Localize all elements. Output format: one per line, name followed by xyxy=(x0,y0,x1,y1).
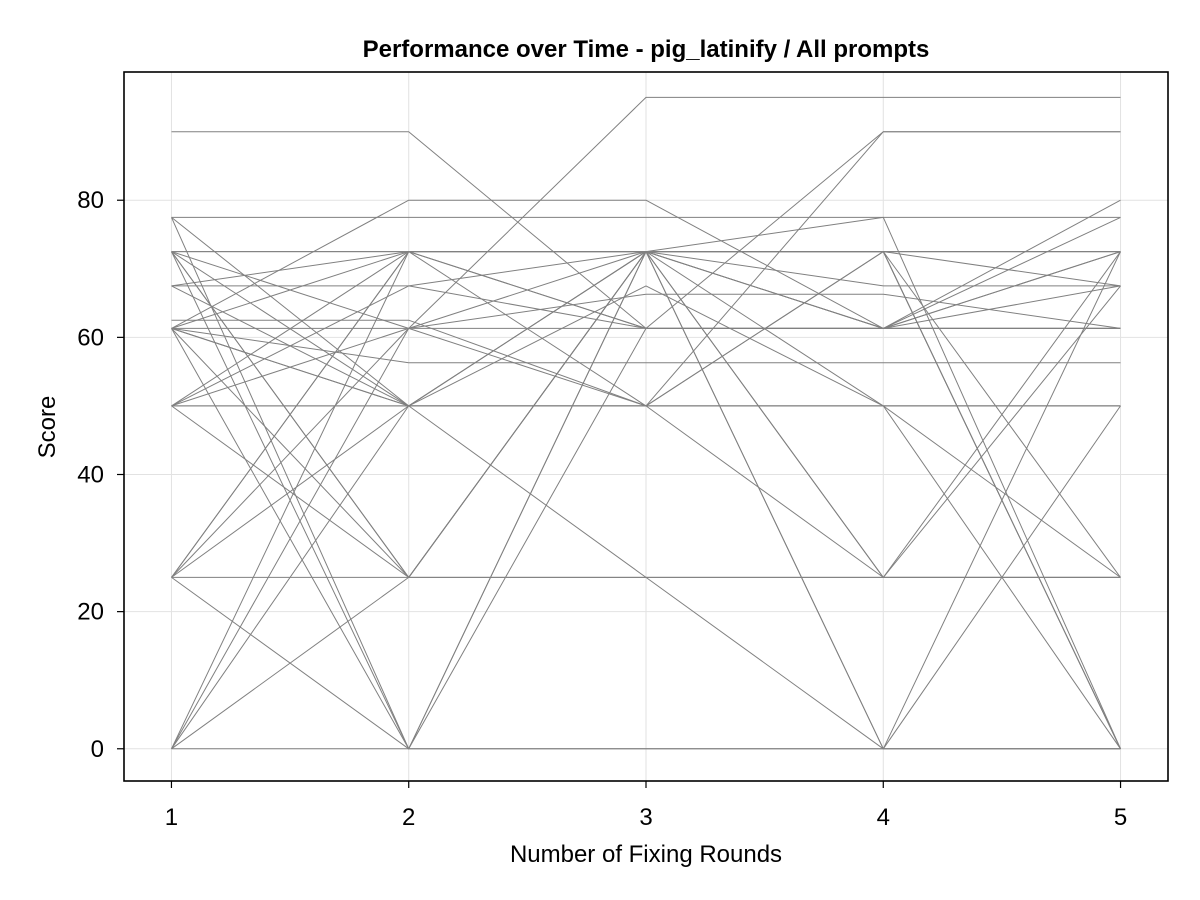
chart-title: Performance over Time - pig_latinify / A… xyxy=(363,36,930,63)
y-tick-label: 60 xyxy=(77,324,104,351)
x-tick-label: 2 xyxy=(402,804,415,831)
series-line-38 xyxy=(171,285,1121,750)
series-line-40 xyxy=(171,251,1121,578)
series-line-26 xyxy=(171,293,1121,578)
x-tick-label: 3 xyxy=(639,804,652,831)
series-line-20 xyxy=(171,251,1121,407)
grid-lines xyxy=(124,72,1168,781)
series-line-17 xyxy=(171,327,1121,364)
x-tick-label: 1 xyxy=(165,804,178,831)
series-lines xyxy=(171,96,1121,750)
y-tick-label: 40 xyxy=(77,461,104,488)
axis-ticks: 1 2 3 4 5 0 20 40 60 80 xyxy=(77,187,1127,831)
x-tick-label: 5 xyxy=(1114,804,1127,831)
x-axis-label: Number of Fixing Rounds xyxy=(510,841,782,868)
y-tick-label: 20 xyxy=(77,599,104,626)
y-tick-label: 80 xyxy=(77,187,104,214)
series-line-36 xyxy=(171,251,1121,407)
series-line-23 xyxy=(171,96,1121,407)
x-tick-label: 4 xyxy=(877,804,890,831)
y-tick-label: 0 xyxy=(91,736,104,763)
y-axis-label: Score xyxy=(34,396,61,459)
